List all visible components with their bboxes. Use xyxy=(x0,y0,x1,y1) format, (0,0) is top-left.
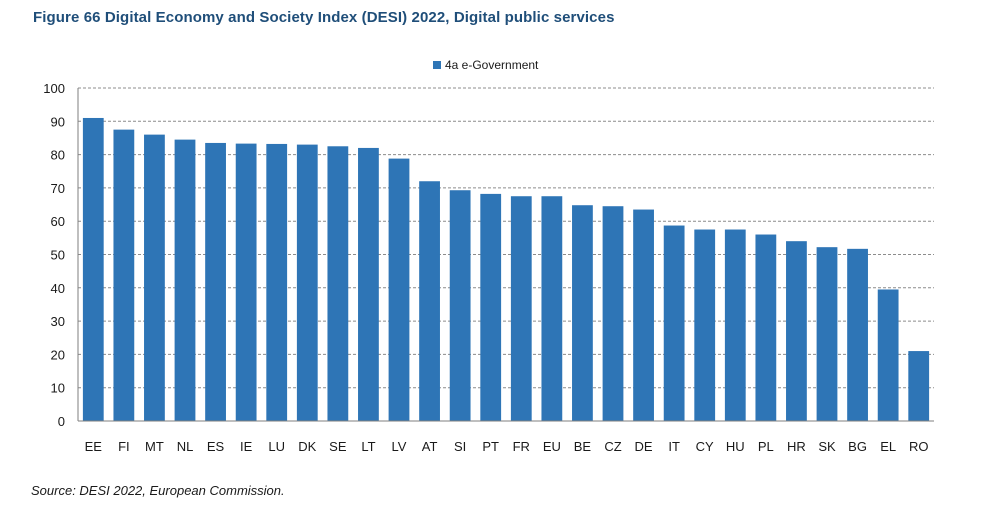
bar-fr xyxy=(510,196,532,421)
bar-eu xyxy=(541,196,563,421)
bar-pt xyxy=(480,193,502,421)
y-tick-label: 60 xyxy=(51,214,65,229)
bar-fi xyxy=(113,129,135,421)
x-tick-label: SK xyxy=(818,439,836,454)
y-tick-label: 30 xyxy=(51,314,65,329)
bar-lv xyxy=(388,158,410,421)
x-tick-label: HU xyxy=(726,439,745,454)
bar-sk xyxy=(816,247,838,421)
bar-nl xyxy=(174,139,196,422)
x-tick-label: LV xyxy=(392,439,407,454)
x-tick-label: HR xyxy=(787,439,806,454)
y-tick-label: 80 xyxy=(51,148,65,163)
x-tick-label: NL xyxy=(177,439,194,454)
y-tick-label: 50 xyxy=(51,248,65,263)
bar-it xyxy=(663,225,685,421)
x-tick-label: ES xyxy=(207,439,225,454)
bar-el xyxy=(877,289,899,421)
y-tick-label: 20 xyxy=(51,347,65,362)
axes xyxy=(77,88,934,422)
x-tick-label: BE xyxy=(574,439,592,454)
x-tick-label: IE xyxy=(240,439,253,454)
x-tick-label: EU xyxy=(543,439,561,454)
x-tick-labels: EE FI MT NL ES IE LU DK SE LT LV AT SI PT FR EU BE CZ DE IT… xyxy=(85,439,929,454)
y-tick-label: 10 xyxy=(51,381,65,396)
bar-lu xyxy=(266,143,288,421)
x-tick-label: MT xyxy=(145,439,164,454)
chart-title: Figure 66 Digital Economy and Society In… xyxy=(33,9,615,26)
x-tick-label: LU xyxy=(268,439,285,454)
bar-hu xyxy=(724,229,746,421)
x-tick-label: IT xyxy=(668,439,680,454)
legend-label: 4a e-Government xyxy=(445,58,539,72)
bar-cz xyxy=(602,206,624,421)
x-tick-label: RO xyxy=(909,439,929,454)
bar-bg xyxy=(847,248,868,421)
y-tick-label: 90 xyxy=(51,114,65,129)
x-tick-label: CY xyxy=(696,439,714,454)
x-tick-label: CZ xyxy=(604,439,621,454)
source-note: Source: DESI 2022, European Commission. xyxy=(31,483,285,498)
bar-be xyxy=(572,205,593,421)
bar-cy xyxy=(694,229,716,421)
x-tick-label: FR xyxy=(513,439,530,454)
bar-dk xyxy=(296,144,318,422)
bar-es xyxy=(205,142,226,421)
x-tick-label: EL xyxy=(880,439,896,454)
y-tick-label: 0 xyxy=(58,414,65,429)
bar-ie xyxy=(235,143,257,421)
bar-ee xyxy=(82,117,104,421)
y-tick-label: 70 xyxy=(51,181,65,196)
bar-ro xyxy=(908,351,930,421)
bar-mt xyxy=(144,134,165,421)
x-tick-label: FI xyxy=(118,439,130,454)
bar-lt xyxy=(358,147,379,421)
x-tick-label: PT xyxy=(482,439,499,454)
x-tick-label: SI xyxy=(454,439,466,454)
bar-se xyxy=(327,146,349,421)
y-tick-label: 100 xyxy=(43,81,65,96)
x-tick-label: BG xyxy=(848,439,867,454)
x-tick-label: DK xyxy=(298,439,316,454)
bar-si xyxy=(449,190,471,421)
x-tick-label: DE xyxy=(635,439,653,454)
x-tick-label: LT xyxy=(361,439,375,454)
y-tick-labels: 0 10 20 30 40 50 60 70 80 90 100 xyxy=(43,81,65,429)
x-tick-label: SE xyxy=(329,439,347,454)
bars xyxy=(82,117,930,422)
bar-hr xyxy=(786,241,807,421)
y-tick-label: 40 xyxy=(51,281,65,296)
x-tick-label: EE xyxy=(85,439,103,454)
legend: 4a e-Government xyxy=(433,58,539,72)
bar-pl xyxy=(755,234,777,421)
x-tick-label: AT xyxy=(422,439,438,454)
x-tick-label: PL xyxy=(758,439,774,454)
bar-at xyxy=(419,181,440,421)
legend-swatch xyxy=(433,61,441,69)
bar-de xyxy=(633,209,654,421)
